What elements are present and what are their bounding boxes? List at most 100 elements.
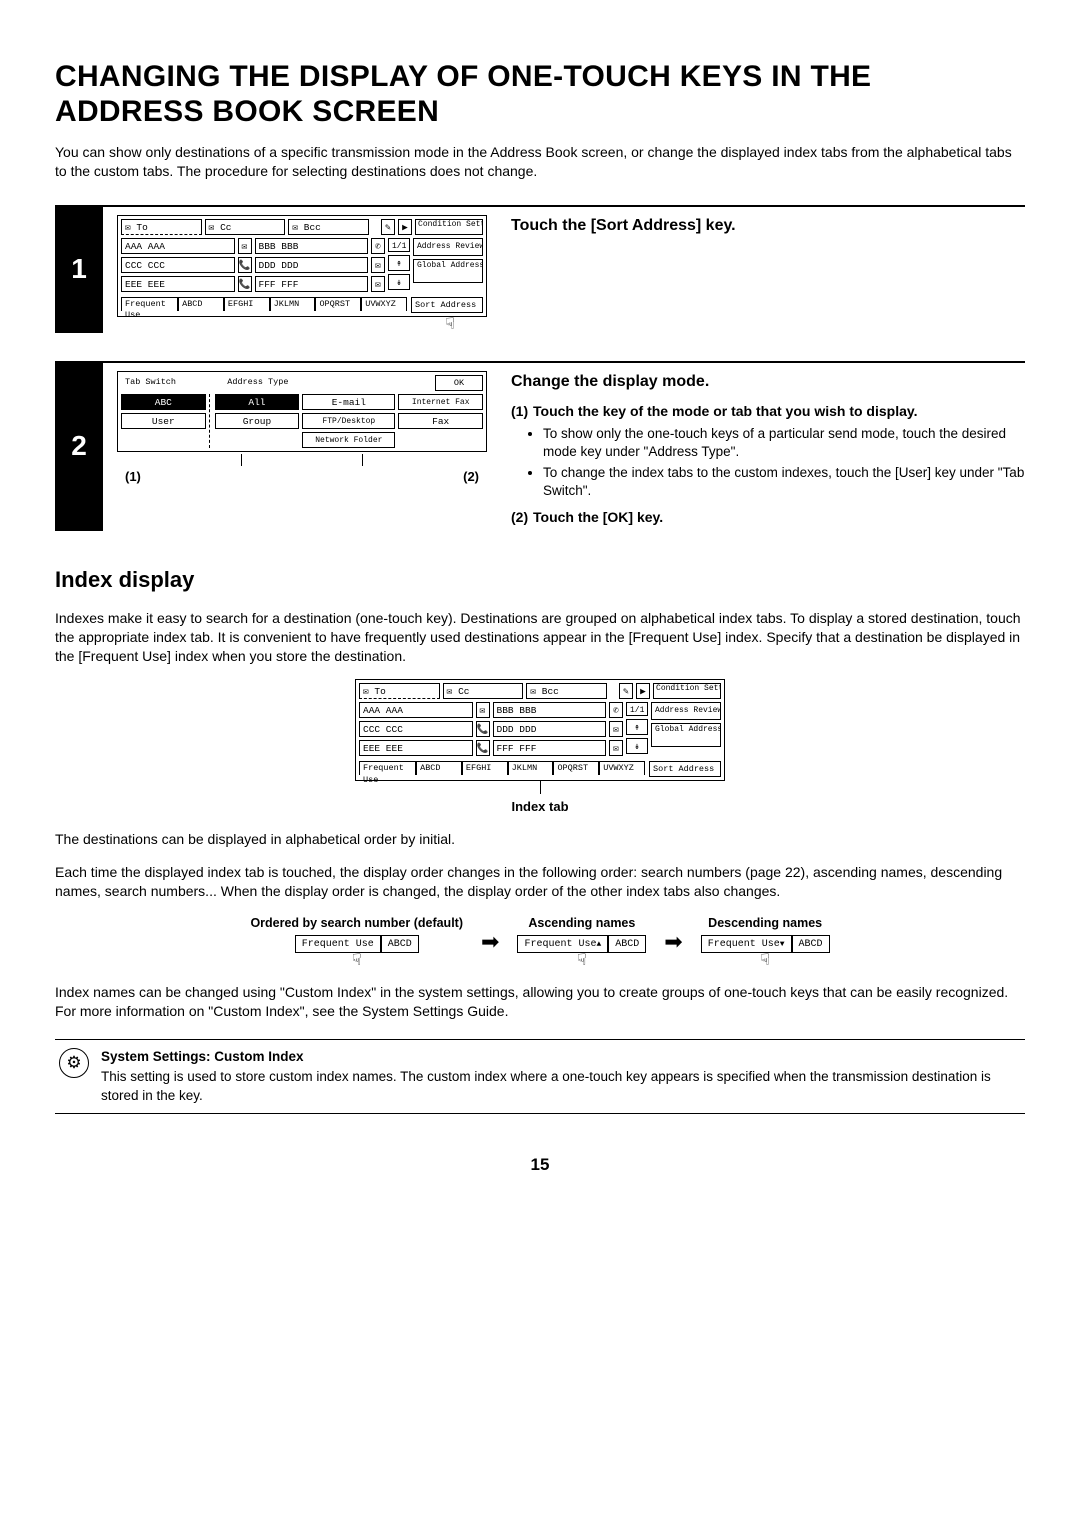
scroll-down-button[interactable]: ↡ [388, 274, 410, 290]
arrow-right-icon[interactable]: ▶ [398, 219, 412, 235]
addr-fff[interactable]: FFF FFF [493, 740, 607, 756]
user-tab-button[interactable]: User [121, 413, 206, 429]
index-p1: Indexes make it easy to search for a des… [55, 609, 1025, 666]
sort-order-diagram: Ordered by search number (default) Frequ… [55, 915, 1025, 970]
addr-ddd[interactable]: DDD DDD [255, 257, 369, 273]
step1-heading: Touch the [Sort Address] key. [511, 215, 1025, 237]
freq-use-tab[interactable]: Frequent Use [517, 935, 608, 953]
sort-desc-icon [780, 939, 785, 950]
condition-settings-button[interactable]: Condition Settings [653, 683, 721, 699]
tab-opqrst[interactable]: OPQRST [553, 761, 599, 775]
bcc-label: Bcc [542, 686, 559, 697]
phone-icon: ✆ [609, 702, 623, 718]
mail-icon: ✉ [238, 238, 252, 254]
abcd-tab[interactable]: ABCD [608, 935, 646, 953]
global-search-button[interactable]: Global Address Search [413, 259, 483, 283]
index-screen: ✉ To ✉ Cc ✉ Bcc ✎ ▶ Condition Settings A… [355, 679, 725, 781]
scroll-up-button[interactable]: ↟ [388, 255, 410, 271]
address-book-screen: ✉ To ✉ Cc ✉ Bcc ✎ ▶ Condition Settings A… [117, 215, 487, 317]
tab-abcd[interactable]: ABCD [416, 761, 462, 775]
tab-jklmn[interactable]: JKLMN [508, 761, 554, 775]
bcc-label: Bcc [304, 222, 321, 233]
mail-icon: ✉ [371, 276, 385, 292]
mail-icon: ✉ [609, 740, 623, 756]
step2-sub2: (2)Touch the [OK] key. [511, 508, 1025, 527]
page-title: CHANGING THE DISPLAY OF ONE-TOUCH KEYS I… [55, 60, 1025, 129]
addr-fff[interactable]: FFF FFF [255, 276, 369, 292]
email-type-button[interactable]: E-mail [302, 394, 395, 410]
bcc-field[interactable]: ✉ Bcc [526, 683, 607, 699]
preview-icon[interactable]: ✎ [381, 219, 395, 235]
arrow-right-icon[interactable]: ▶ [636, 683, 650, 699]
abcd-tab[interactable]: ABCD [381, 935, 419, 953]
sort-asc-icon [596, 939, 601, 950]
step-2: 2 Tab Switch Address Type OK ABC User Al… [55, 361, 1025, 531]
ifax-type-button[interactable]: Internet Fax [398, 394, 483, 410]
page-indicator: 1/1 [388, 238, 410, 252]
cc-field[interactable]: ✉ Cc [443, 683, 524, 699]
tab-uvwxyz[interactable]: UVWXYZ [361, 297, 407, 311]
tab-uvwxyz[interactable]: UVWXYZ [599, 761, 645, 775]
phone-icon: 📞 [238, 276, 252, 292]
mail-icon: ✉ [476, 702, 490, 718]
abc-tab-button[interactable]: ABC [121, 394, 206, 410]
scroll-down-button[interactable]: ↡ [626, 738, 648, 754]
network-folder-button[interactable]: Network Folder [302, 432, 395, 448]
address-review-button[interactable]: Address Review [651, 702, 721, 720]
note-title: System Settings: Custom Index [101, 1048, 1021, 1066]
sort-label-default: Ordered by search number (default) [250, 915, 463, 932]
intro-text: You can show only destinations of a spec… [55, 143, 1025, 181]
tab-efghi[interactable]: EFGHI [462, 761, 508, 775]
preview-icon[interactable]: ✎ [619, 683, 633, 699]
step2-bullet-2: To change the index tabs to the custom i… [543, 464, 1025, 500]
addr-aaa[interactable]: AAA AAA [121, 238, 235, 254]
global-search-button[interactable]: Global Address Search [651, 723, 721, 747]
condition-settings-button[interactable]: Condition Settings [415, 219, 483, 235]
tab-efghi[interactable]: EFGHI [224, 297, 270, 311]
addr-bbb[interactable]: BBB BBB [255, 238, 369, 254]
addr-aaa[interactable]: AAA AAA [359, 702, 473, 718]
addr-eee[interactable]: EEE EEE [121, 276, 235, 292]
arrow-right-icon: ➡ [664, 927, 682, 957]
sort-address-screen: Tab Switch Address Type OK ABC User All … [117, 371, 487, 452]
all-type-button[interactable]: All [215, 394, 300, 410]
abcd-tab[interactable]: ABCD [792, 935, 830, 953]
step-number: 2 [55, 361, 103, 531]
callout-2: (2) [463, 468, 479, 486]
cc-label: Cc [458, 686, 469, 697]
ftp-type-button[interactable]: FTP/Desktop [302, 413, 395, 429]
group-type-button[interactable]: Group [215, 413, 300, 429]
sort-address-button[interactable]: Sort Address [411, 297, 483, 313]
step2-bullet-1: To show only the one-touch keys of a par… [543, 425, 1025, 461]
fax-type-button[interactable]: Fax [398, 413, 483, 429]
freq-use-tab[interactable]: Frequent Use [701, 935, 792, 953]
cc-field[interactable]: ✉ Cc [205, 219, 286, 235]
tab-abcd[interactable]: ABCD [178, 297, 224, 311]
addr-ddd[interactable]: DDD DDD [493, 721, 607, 737]
tab-frequent-use[interactable]: Frequent Use [121, 297, 178, 311]
touch-hand-icon: ☟ [760, 953, 770, 969]
index-p4: Index names can be changed using "Custom… [55, 983, 1025, 1021]
addr-ccc[interactable]: CCC CCC [121, 257, 235, 273]
index-tab-caption: Index tab [511, 798, 568, 816]
bcc-field[interactable]: ✉ Bcc [288, 219, 369, 235]
scroll-up-button[interactable]: ↟ [626, 719, 648, 735]
address-review-button[interactable]: Address Review [413, 238, 483, 256]
tab-opqrst[interactable]: OPQRST [315, 297, 361, 311]
callout-1: (1) [125, 468, 141, 486]
step-1: 1 ✉ To ✉ Cc ✉ Bcc ✎ ▶ Condition Settings… [55, 205, 1025, 333]
tab-frequent-use[interactable]: Frequent Use [359, 761, 416, 775]
mail-icon: ✉ [371, 257, 385, 273]
to-field[interactable]: ✉ To [359, 683, 440, 699]
note-body: This setting is used to store custom ind… [101, 1068, 1021, 1104]
freq-use-tab[interactable]: Frequent Use [295, 935, 381, 953]
addr-eee[interactable]: EEE EEE [359, 740, 473, 756]
sort-address-button[interactable]: Sort Address [649, 761, 721, 777]
ok-button[interactable]: OK [435, 375, 483, 391]
addr-ccc[interactable]: CCC CCC [359, 721, 473, 737]
touch-hand-icon: ☟ [352, 953, 362, 969]
to-field[interactable]: ✉ To [121, 219, 202, 235]
tab-jklmn[interactable]: JKLMN [270, 297, 316, 311]
addr-bbb[interactable]: BBB BBB [493, 702, 607, 718]
cc-label: Cc [220, 222, 231, 233]
